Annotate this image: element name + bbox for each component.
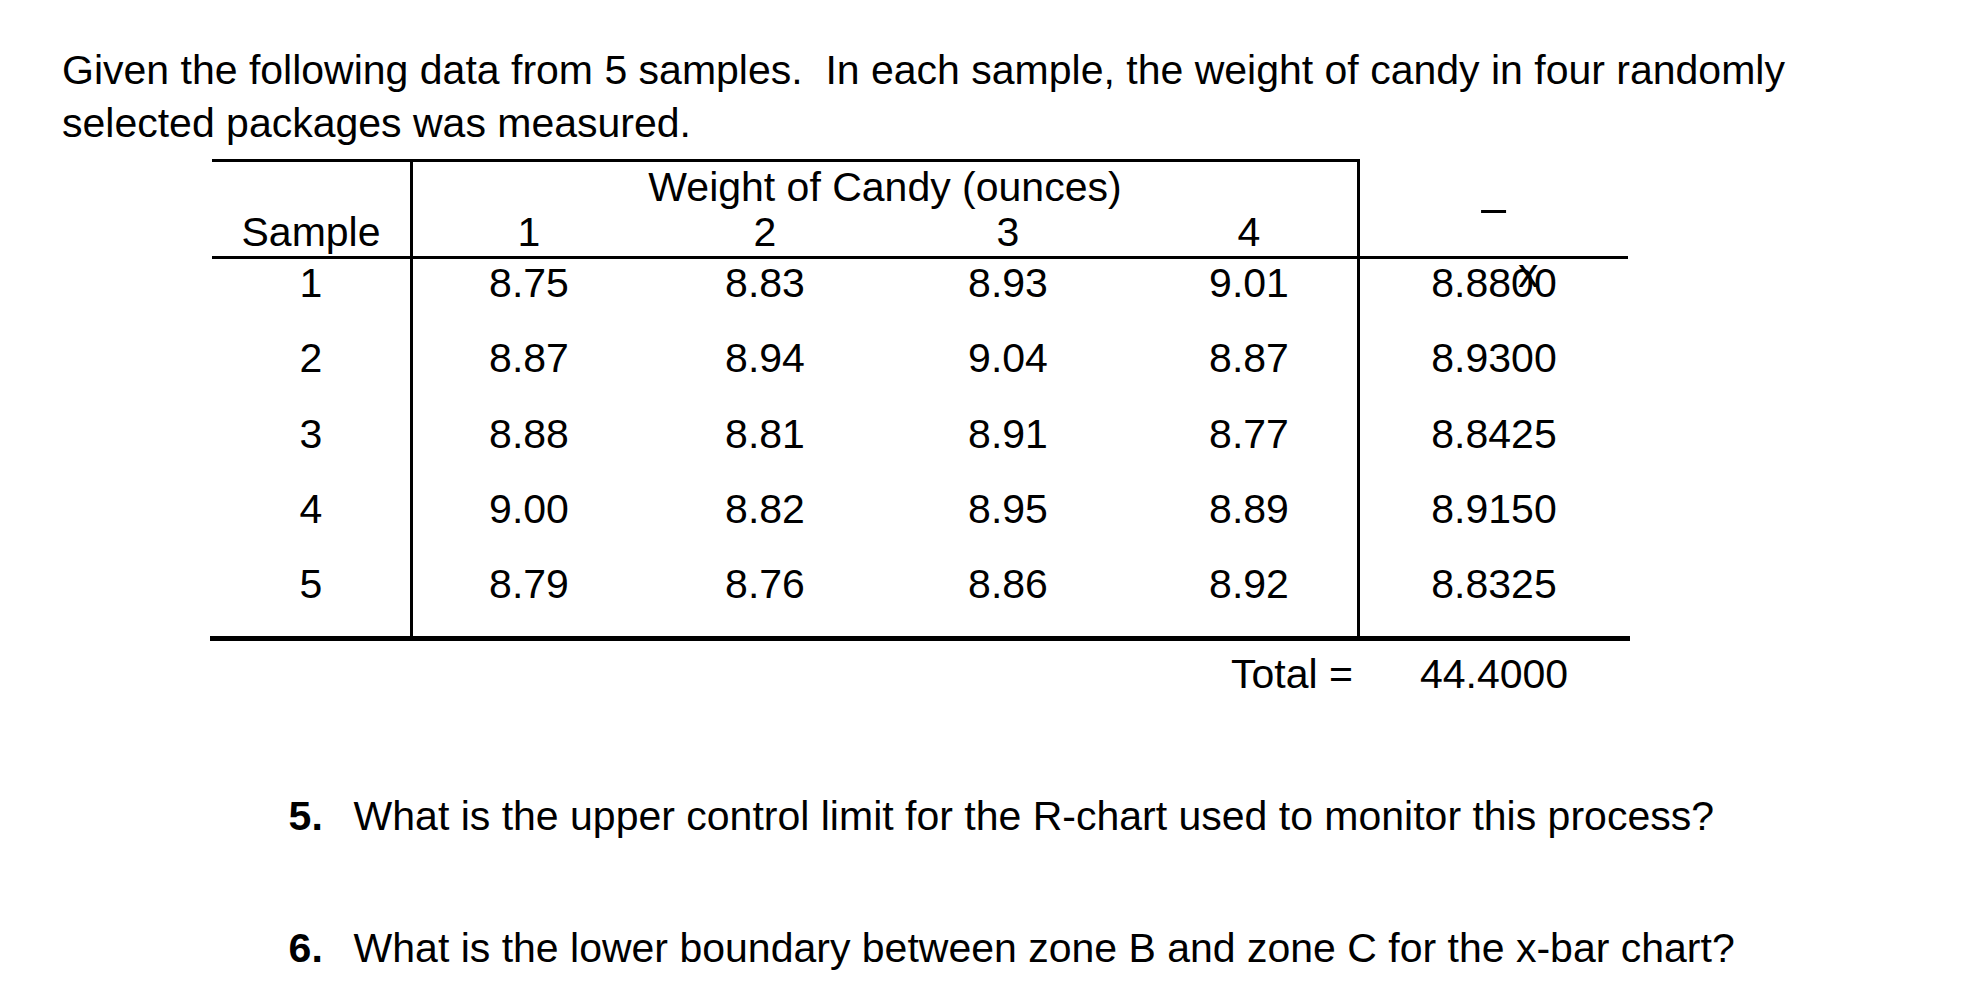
weight-cell-1: 8.75: [489, 263, 569, 304]
weight-cell-2: 8.83: [725, 263, 805, 304]
table-row: 4 9.00 8.82 8.95 8.89 8.9150: [0, 489, 1968, 530]
question-item: 6.What is the lower boundary between zon…: [243, 887, 1735, 994]
header-col-2: 2: [754, 212, 777, 253]
column-header-row: Sample 1 2 3 4 x: [0, 212, 1968, 253]
weight-cell-3: 8.91: [968, 414, 1048, 455]
weight-cell-1: 8.87: [489, 338, 569, 379]
xbar-mean-cell: 8.9150: [1431, 489, 1556, 530]
header-col-4: 4: [1238, 212, 1261, 253]
table-row: 2 8.87 8.94 9.04 8.87 8.9300: [0, 338, 1968, 379]
weight-cell-1: 8.88: [489, 414, 569, 455]
table-header-underline: [212, 256, 1628, 259]
table-row: 3 8.88 8.81 8.91 8.77 8.8425: [0, 414, 1968, 455]
total-row: Total = 44.4000: [0, 654, 1968, 695]
sample-number-cell: 5: [300, 564, 323, 605]
question-text: What is the lower boundary between zone …: [354, 925, 1735, 971]
xbar-mean-cell: 8.8325: [1431, 564, 1556, 605]
xbar-mean-cell: 8.9300: [1431, 338, 1556, 379]
total-label: Total =: [1231, 654, 1353, 695]
sample-number-cell: 2: [300, 338, 323, 379]
question-number: 6.: [289, 928, 354, 969]
weight-cell-4: 8.89: [1209, 489, 1289, 530]
xbar-overline-mark: [1481, 210, 1506, 213]
weight-cell-4: 9.01: [1209, 263, 1289, 304]
weight-cell-4: 8.77: [1209, 414, 1289, 455]
sample-number-cell: 3: [300, 414, 323, 455]
weight-cell-3: 8.86: [968, 564, 1048, 605]
question-number: 5.: [289, 796, 354, 837]
table-row: 5 8.79 8.76 8.86 8.92 8.8325: [0, 564, 1968, 605]
xbar-mean-cell: 8.8800: [1431, 263, 1556, 304]
total-value: 44.4000: [1420, 654, 1568, 695]
weight-cell-1: 9.00: [489, 489, 569, 530]
weight-cell-2: 8.94: [725, 338, 805, 379]
header-sample: Sample: [241, 212, 380, 253]
weight-cell-3: 8.95: [968, 489, 1048, 530]
header-col-1: 1: [518, 212, 541, 253]
xbar-mean-cell: 8.8425: [1431, 414, 1556, 455]
sample-number-cell: 4: [300, 489, 323, 530]
table-bottom-border: [210, 636, 1630, 641]
weight-cell-2: 8.76: [725, 564, 805, 605]
weight-cell-3: 8.93: [968, 263, 1048, 304]
header-col-3: 3: [997, 212, 1020, 253]
table-top-border: [212, 159, 1360, 162]
sample-number-cell: 1: [300, 263, 323, 304]
question-item: 5.What is the upper control limit for th…: [243, 755, 1714, 878]
intro-line: Given the following data from 5 samples.…: [62, 50, 1785, 91]
intro-line: selected packages was measured.: [62, 103, 691, 144]
weight-cell-2: 8.82: [725, 489, 805, 530]
weight-cell-4: 8.87: [1209, 338, 1289, 379]
question-text: What is the upper control limit for the …: [354, 793, 1714, 839]
weight-cell-1: 8.79: [489, 564, 569, 605]
worksheet-page: { "document": { "intro_lines": [ "Given …: [0, 0, 1968, 994]
weight-cell-3: 9.04: [968, 338, 1048, 379]
span-header-label: Weight of Candy (ounces): [648, 167, 1121, 208]
span-header-row: Weight of Candy (ounces): [0, 167, 1968, 208]
weight-cell-2: 8.81: [725, 414, 805, 455]
weight-cell-4: 8.92: [1209, 564, 1289, 605]
table-row: 1 8.75 8.83 8.93 9.01 8.8800: [0, 263, 1968, 304]
